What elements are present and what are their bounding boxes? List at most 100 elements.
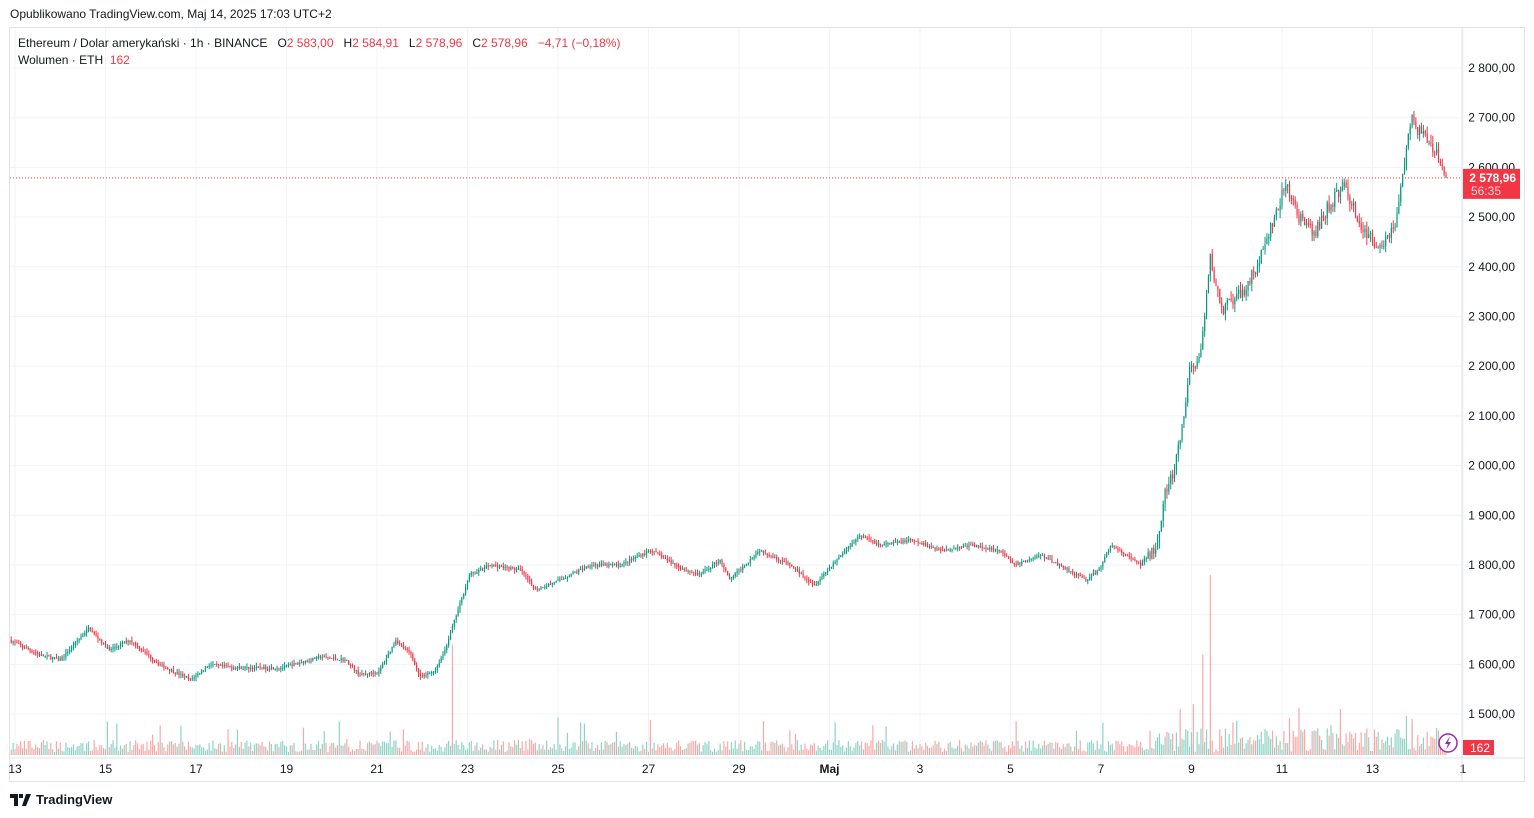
volume-bar (449, 746, 452, 755)
volume-bar (862, 749, 865, 755)
volume-bar (1354, 732, 1357, 755)
candle-body (74, 641, 76, 646)
candle-body (53, 657, 56, 659)
volume-bar (755, 744, 757, 755)
volume-bar (1432, 737, 1434, 755)
volume-bar (463, 744, 465, 755)
volume-bar (118, 750, 120, 755)
volume-bar (517, 739, 520, 755)
volume-bar (1090, 740, 1093, 755)
candle-body (900, 541, 902, 544)
volume-bar (828, 749, 831, 755)
volume-bar (327, 751, 329, 755)
volume-bar (1089, 742, 1091, 755)
volume-label[interactable]: Wolumen · ETH (18, 53, 104, 67)
candle-body (1381, 245, 1383, 247)
candle-body (830, 566, 832, 568)
volume-bar (189, 746, 191, 755)
candle-body (478, 569, 480, 573)
candle-body (1262, 249, 1264, 251)
volume-bar (1294, 736, 1296, 755)
volume-bar (1275, 736, 1277, 755)
candle-body (323, 656, 325, 658)
volume-bar (333, 743, 335, 755)
candle-body (851, 543, 853, 547)
candle-body (336, 659, 339, 661)
candle-body (308, 660, 310, 662)
volume-bar (1055, 742, 1057, 755)
volume-bar (276, 743, 278, 755)
candle-body (176, 672, 178, 674)
volume-bar (465, 750, 467, 755)
candle-body (50, 656, 52, 660)
candle-body (1294, 200, 1296, 205)
candle-body (497, 565, 499, 568)
candle-body (210, 665, 212, 667)
y-tick-label: 1 600,00 (1468, 657, 1515, 671)
volume-bar (415, 749, 418, 755)
candle-body (563, 578, 565, 580)
published-caption: Opublikowano TradingView.com, Maj 14, 20… (10, 7, 332, 21)
volume-bar (214, 748, 216, 755)
volume-bar (610, 743, 612, 755)
candle-body (214, 664, 216, 666)
volume-bar (351, 749, 354, 755)
volume-bar (527, 749, 529, 755)
volume-bar (421, 741, 423, 755)
volume-bar (968, 748, 970, 755)
volume-bar (568, 748, 570, 755)
volume-bar (153, 745, 156, 755)
candle-body (1034, 557, 1036, 559)
volume-bar (1004, 746, 1006, 755)
volume-bar (1398, 729, 1400, 755)
volume-bar (759, 741, 761, 755)
candle-body (231, 666, 233, 669)
candle-body (749, 559, 751, 563)
candle-body (979, 546, 981, 548)
volume-bar (1019, 748, 1021, 755)
candle-body (218, 664, 220, 666)
candle-body (1356, 217, 1359, 221)
candle-body (553, 582, 555, 584)
volume-bar (909, 750, 912, 755)
candle-body (421, 676, 423, 678)
candle-body (438, 662, 440, 667)
tradingview-logo[interactable]: TradingView (10, 792, 112, 807)
volume-bar (206, 749, 208, 755)
candle-body (612, 564, 614, 566)
candle-body (1281, 189, 1283, 206)
candle-body (417, 668, 420, 674)
candle-body (285, 665, 288, 667)
candle-body (1409, 126, 1411, 134)
volume-bar (299, 751, 301, 755)
volume-bar (751, 746, 753, 755)
x-tick-label: 29 (732, 762, 746, 776)
candle-body (728, 575, 731, 580)
volume-bar (864, 742, 866, 755)
candle-body (1043, 554, 1046, 559)
volume-bar (813, 743, 816, 755)
candle-body (1247, 281, 1249, 290)
symbol-label[interactable]: Ethereum / Dolar amerykański · 1h · BINA… (18, 36, 268, 50)
volume-bar (1000, 742, 1002, 755)
volume-bar (491, 748, 493, 755)
candle-body (932, 547, 934, 549)
candle-body (446, 645, 448, 651)
candle-body (1126, 555, 1128, 557)
volume-bar (363, 749, 365, 755)
candle-body (487, 565, 489, 567)
volume-bar (670, 747, 672, 755)
candle-body (144, 651, 146, 653)
candle-body (1023, 560, 1025, 562)
volume-bar (84, 751, 86, 755)
candle-body (619, 565, 621, 567)
volume-bar (350, 751, 352, 755)
candle-body (1139, 562, 1142, 566)
volume-bar (817, 745, 819, 755)
candle-body (1028, 559, 1030, 561)
volume-bar (877, 740, 880, 755)
volume-bar (1217, 751, 1219, 755)
volume-bar (406, 740, 408, 755)
volume-bar (740, 740, 742, 755)
